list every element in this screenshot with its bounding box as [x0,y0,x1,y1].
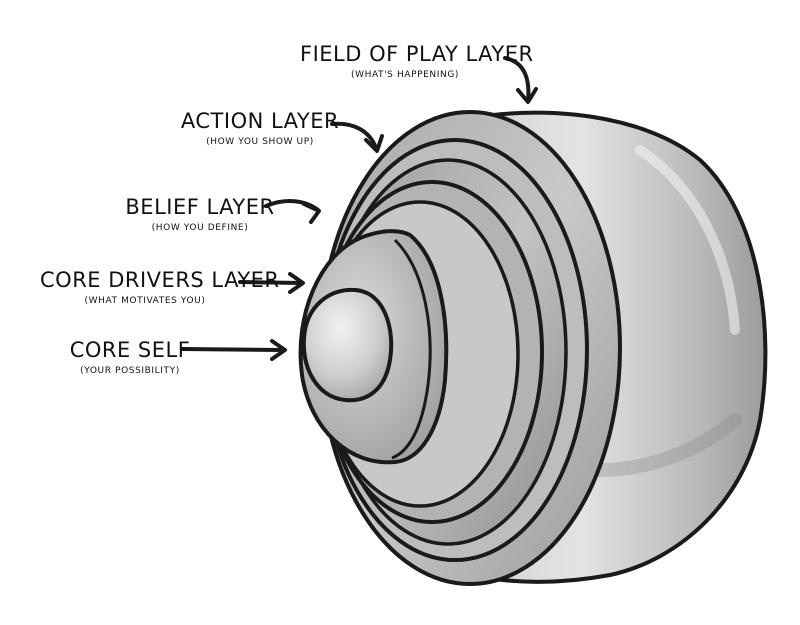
action-layer-title: ACTION LAYER [180,109,340,133]
core-drivers-subtitle: (WHAT MOTIVATES YOU) [84,296,206,306]
belief-layer-subtitle: (HOW YOU DEFINE) [151,223,249,233]
belief-arrow [264,199,321,224]
core-self-label: CORE SELF (YOUR POSSIBILITY) [60,340,200,376]
action-layer-label: ACTION LAYER (HOW YOU SHOW UP) [180,111,340,147]
core-drivers-label: CORE DRIVERS LAYER (WHAT MOTIVATES YOU) [40,268,280,306]
field-arrow [503,56,538,104]
belief-layer-title: BELIEF LAYER [125,195,275,219]
core-drivers-arrow [238,272,305,294]
field-of-play-subtitle: (WHAT'S HAPPENING) [350,70,460,80]
core-self-subtitle: (YOUR POSSIBILITY) [80,366,180,376]
core-self-arrow [180,339,287,361]
core-self [301,287,394,403]
core-self-title: CORE SELF [69,338,191,362]
action-layer-subtitle: (HOW YOU SHOW UP) [206,137,314,147]
field-of-play-label: FIELD OF PLAY LAYER (WHAT'S HAPPENING) [300,42,534,80]
field-of-play-title: FIELD OF PLAY LAYER [300,42,534,66]
core-drivers-title: CORE DRIVERS LAYER [40,268,280,292]
action-arrow [330,121,384,153]
belief-layer-label: BELIEF LAYER (HOW YOU DEFINE) [120,197,280,233]
